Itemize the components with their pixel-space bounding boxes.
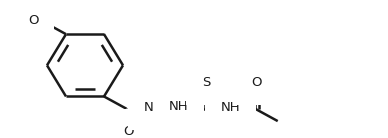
Text: NH: NH [169, 100, 188, 113]
Text: O: O [28, 14, 38, 27]
Text: O: O [252, 76, 262, 89]
Text: NH: NH [221, 101, 240, 114]
Text: O: O [123, 125, 133, 138]
Text: S: S [202, 76, 210, 89]
Text: NH: NH [144, 101, 164, 114]
